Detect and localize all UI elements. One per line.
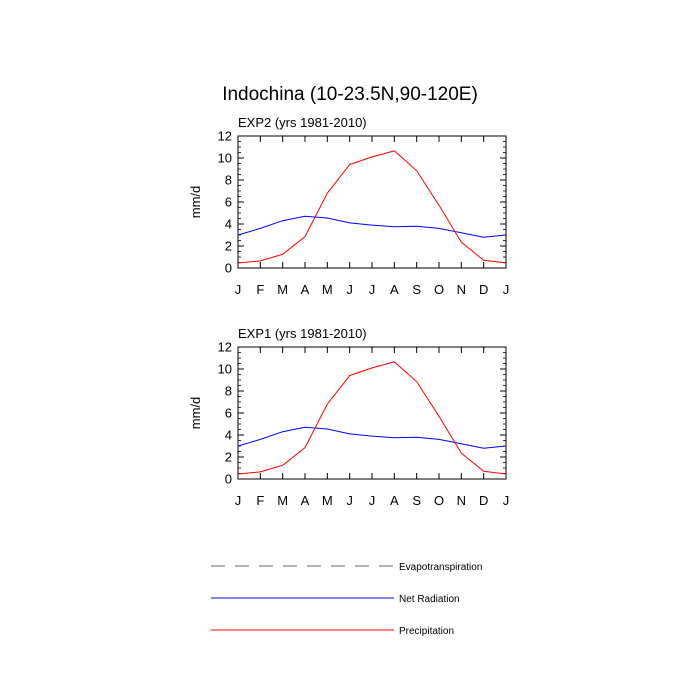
x-tick-label: O: [434, 493, 444, 508]
y-tick-label: 10: [218, 151, 232, 166]
x-tick-label: J: [346, 282, 353, 297]
x-tick-label: N: [457, 493, 466, 508]
series-line-precipitation: [237, 150, 507, 264]
x-tick-label: M: [277, 282, 288, 297]
x-tick-label: J: [503, 282, 510, 297]
plot-frame: [237, 346, 507, 480]
x-tick-label: A: [301, 493, 310, 508]
x-tick-label: M: [277, 493, 288, 508]
y-tick-label: 8: [225, 384, 232, 399]
x-tick-label: A: [390, 493, 399, 508]
y-axis-label: mm/d: [188, 186, 203, 219]
y-tick-label: 0: [225, 472, 232, 487]
plot-frame: [237, 135, 507, 269]
y-tick-label: 12: [218, 340, 232, 355]
y-tick-label: 2: [225, 239, 232, 254]
x-tick-label: A: [390, 282, 399, 297]
y-tick-label: 4: [225, 217, 232, 232]
y-tick-label: 6: [225, 195, 232, 210]
y-tick-label: 2: [225, 450, 232, 465]
y-axis-label: mm/d: [188, 397, 203, 430]
x-tick-label: F: [256, 282, 264, 297]
legend-item: Precipitation: [211, 626, 454, 637]
series-line-precipitation: [237, 361, 507, 475]
x-tick-label: J: [235, 282, 242, 297]
x-tick-label: J: [235, 493, 242, 508]
panel-title: EXP2 (yrs 1981-2010): [238, 115, 367, 130]
series-line-net-radiation: [237, 215, 507, 238]
x-tick-label: D: [479, 282, 488, 297]
x-tick-label: M: [322, 493, 333, 508]
y-tick-label: 6: [225, 406, 232, 421]
figure-title: Indochina (10-23.5N,90-120E): [222, 84, 478, 105]
series-line-net-radiation: [237, 426, 507, 449]
x-tick-label: S: [412, 282, 421, 297]
legend-item: Net Radiation: [211, 594, 460, 605]
y-tick-label: 12: [218, 129, 232, 144]
y-tick-label: 4: [225, 428, 232, 443]
x-tick-label: J: [369, 282, 376, 297]
panel-title: EXP1 (yrs 1981-2010): [238, 326, 367, 341]
y-tick-label: 10: [218, 362, 232, 377]
legend: Evapotranspiration Net Radiation Precipita…: [211, 562, 482, 637]
y-tick-label: 0: [225, 261, 232, 276]
legend-label: Precipitation: [399, 626, 454, 637]
x-tick-label: J: [346, 493, 353, 508]
x-tick-label: M: [322, 282, 333, 297]
x-tick-label: J: [369, 493, 376, 508]
x-tick-label: S: [412, 493, 421, 508]
x-tick-label: O: [434, 282, 444, 297]
y-tick-label: 8: [225, 173, 232, 188]
x-tick-label: A: [301, 282, 310, 297]
legend-label: Net Radiation: [399, 594, 460, 605]
x-tick-label: F: [256, 493, 264, 508]
x-tick-label: D: [479, 493, 488, 508]
legend-label: Evapotranspiration: [399, 562, 482, 573]
x-tick-label: J: [503, 493, 510, 508]
legend-item: Evapotranspiration: [211, 562, 482, 573]
x-tick-label: N: [457, 282, 466, 297]
